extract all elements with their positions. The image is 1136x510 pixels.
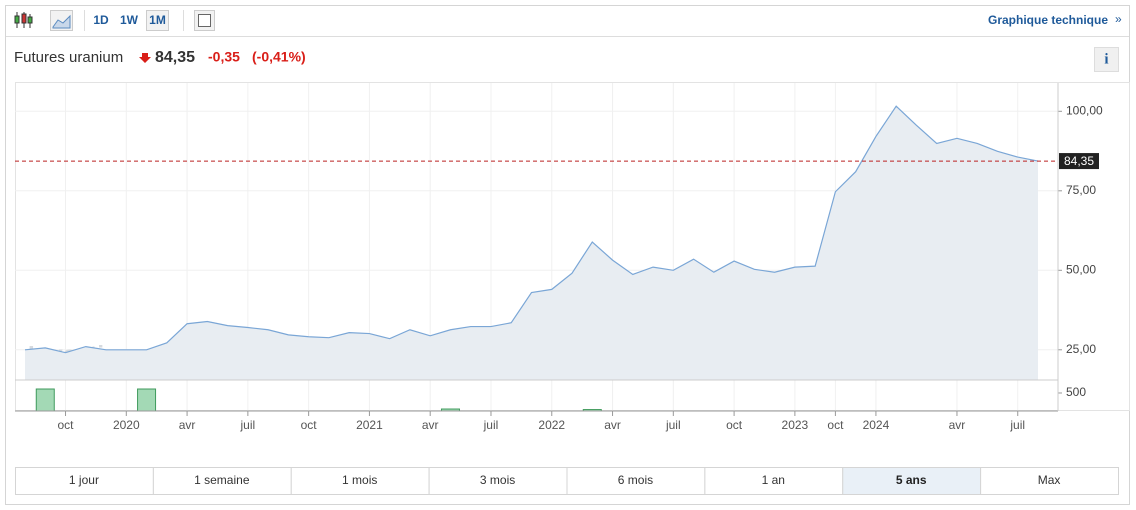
range-button[interactable] bbox=[842, 467, 982, 495]
range-label: 6 mois bbox=[618, 473, 653, 487]
plot: oct 2020 avr juil oct 2021 avr juil 2022 avr juil o… bbox=[15, 83, 1103, 432]
info-label: i bbox=[1104, 51, 1108, 67]
range-button[interactable] bbox=[290, 467, 430, 495]
period-button[interactable]: 1W bbox=[120, 13, 139, 27]
x-tick-label: juil bbox=[483, 418, 499, 432]
y2-tick-label: 500 bbox=[1066, 385, 1086, 399]
x-tick-label: juil bbox=[1009, 418, 1025, 432]
x-tick-label: juil bbox=[665, 418, 681, 432]
table-icon-shape bbox=[198, 14, 211, 27]
range-button[interactable] bbox=[566, 467, 706, 495]
x-tick-label: avr bbox=[179, 418, 196, 432]
volume-bar bbox=[137, 388, 157, 412]
range-button[interactable] bbox=[980, 467, 1119, 495]
range-label: 1 an bbox=[762, 473, 785, 487]
price-line bbox=[24, 105, 1039, 354]
period-active bbox=[146, 10, 169, 31]
candle-icon[interactable] bbox=[14, 12, 33, 28]
y-tick-label: 50,00 bbox=[1066, 262, 1096, 276]
range-label: 1 semaine bbox=[194, 473, 250, 487]
last-price: 84,35 bbox=[155, 49, 195, 66]
price-change: -0,35 bbox=[208, 49, 240, 65]
x-tick-label: avr bbox=[949, 418, 966, 432]
x-tick-label: oct bbox=[827, 418, 844, 432]
range-button[interactable] bbox=[15, 467, 154, 495]
x-tick-label: juil bbox=[240, 418, 256, 432]
technical-link[interactable]: Graphique technique bbox=[988, 13, 1108, 27]
x-tick-label: 2021 bbox=[356, 418, 383, 432]
x-tick-label: avr bbox=[604, 418, 621, 432]
x-tick-label: 2020 bbox=[113, 418, 140, 432]
area-icon-shape bbox=[52, 14, 71, 29]
link-arrow: » bbox=[1115, 12, 1122, 26]
y-tick-label: 100,00 bbox=[1066, 103, 1103, 117]
range-label: 3 mois bbox=[480, 473, 515, 487]
period-button[interactable]: 1D bbox=[93, 13, 109, 27]
x-tick-label: 2023 bbox=[782, 418, 809, 432]
x-tick-label: oct bbox=[58, 418, 75, 432]
instrument-name: Futures uranium bbox=[14, 49, 123, 66]
range-label: 1 jour bbox=[69, 473, 99, 487]
down-arrow bbox=[139, 53, 151, 63]
volume-bar bbox=[35, 388, 55, 412]
x-tick-label: 2022 bbox=[538, 418, 565, 432]
info-button[interactable] bbox=[1094, 47, 1119, 72]
x-tick-label: oct bbox=[301, 418, 318, 432]
period-button[interactable]: 1M bbox=[149, 13, 166, 27]
last-price-label: 84,35 bbox=[1064, 154, 1094, 168]
price-change-pct: (-0,41%) bbox=[252, 49, 306, 65]
area-fill bbox=[25, 106, 1038, 380]
range-label: 1 mois bbox=[342, 473, 377, 487]
range-bar: 1 jour 1 semaine 1 mois 3 mois 6 mois 1 an 5 a… bbox=[15, 467, 1119, 495]
range-label: Max bbox=[1038, 473, 1061, 487]
x-tick-label: avr bbox=[422, 418, 439, 432]
x-tick-label: 2024 bbox=[863, 418, 890, 432]
y-tick-label: 75,00 bbox=[1066, 183, 1096, 197]
y-tick-label: 25,00 bbox=[1066, 342, 1096, 356]
last-price-box bbox=[1059, 153, 1099, 170]
x-tick-label: oct bbox=[726, 418, 743, 432]
range-label: 5 ans bbox=[896, 473, 927, 487]
